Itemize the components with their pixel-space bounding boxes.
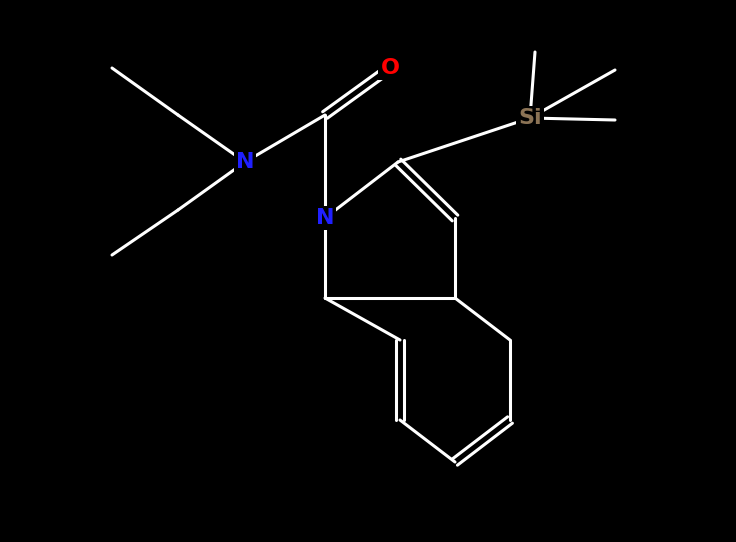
Text: O: O bbox=[381, 58, 400, 78]
Text: N: N bbox=[236, 152, 254, 172]
Text: Si: Si bbox=[518, 108, 542, 128]
Text: N: N bbox=[316, 208, 334, 228]
